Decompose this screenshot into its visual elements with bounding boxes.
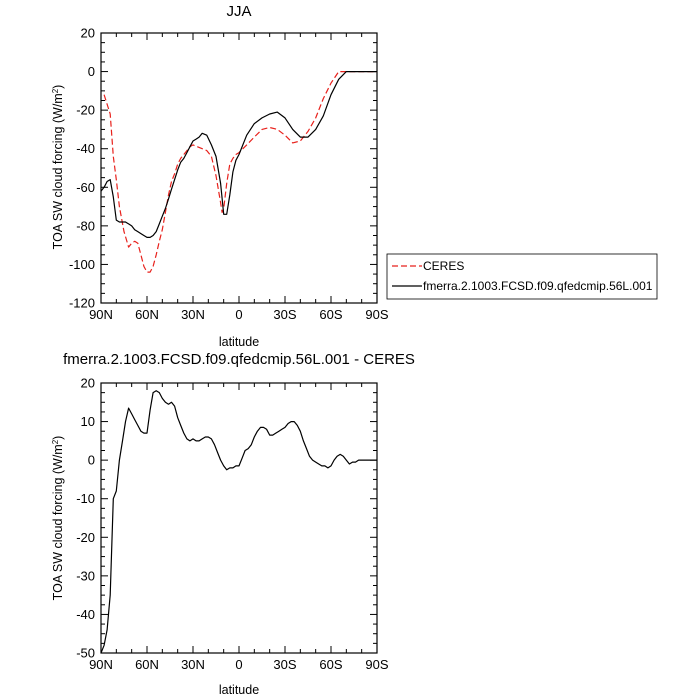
top-y-tick-label: 20 [81, 26, 95, 41]
legend-label-ceres: CERES [423, 259, 464, 273]
bottom-plot-frame [100, 382, 378, 654]
top-y-tick-label: 0 [88, 64, 95, 79]
bottom-chart-panel: fmerra.2.1003.FCSD.f09.qfedcmip.56L.001 … [51, 351, 415, 697]
bottom-series-line-0 [100, 390, 377, 654]
bottom-y-tick-label: -20 [76, 530, 95, 545]
bottom-y-tick-label: -40 [76, 607, 95, 622]
legend-label-model: fmerra.2.1003.FCSD.f09.qfedcmip.56L.001 [423, 279, 653, 293]
chart-legend: CERES fmerra.2.1003.FCSD.f09.qfedcmip.56… [386, 253, 658, 300]
top-plot-frame [100, 32, 378, 304]
bottom-plot-area: 90N 60N 30N 0 30S 60S 90S -50 -40 -30 -20 -10 0 10 20 [76, 376, 389, 673]
top-y-tick-label: -100 [69, 257, 95, 272]
top-x-tick-label: 30S [273, 307, 296, 322]
bottom-x-tick-label: 90N [89, 657, 113, 672]
bottom-y-tick-label: 20 [81, 376, 95, 391]
top-chart-title: JJA [226, 3, 251, 20]
top-chart-panel: JJA 90N 60N 30N 0 30S 60S 90S -120 -100 -80 -60 -40… [51, 3, 389, 349]
bottom-x-tick-label: 30S [273, 657, 296, 672]
bottom-y-tick-label: 10 [81, 414, 95, 429]
top-y-axis-label: TOA SW cloud forcing (W/m2) [51, 85, 66, 250]
bottom-x-tick-label: 60N [135, 657, 159, 672]
top-plot-area: 90N 60N 30N 0 30S 60S 90S -120 -100 -80 -60 -40 -20 0… [69, 26, 389, 323]
top-y-tick-label: -20 [76, 103, 95, 118]
top-series-line-fmerra [100, 70, 377, 238]
top-y-tick-label: -60 [76, 180, 95, 195]
bottom-y-axis-label: TOA SW cloud forcing (W/m2) [51, 436, 66, 601]
bottom-y-tick-label: -50 [76, 646, 95, 661]
top-x-axis-label: latitude [219, 335, 259, 349]
top-y-tick-label: -40 [76, 141, 95, 156]
bottom-y-tick-label: 0 [88, 453, 95, 468]
top-x-tick-label: 90N [89, 307, 113, 322]
top-x-tick-label: 60S [319, 307, 342, 322]
top-x-tick-label: 30N [181, 307, 205, 322]
bottom-x-axis-label: latitude [219, 683, 259, 697]
top-x-tick-label: 60N [135, 307, 159, 322]
top-y-tick-label: -80 [76, 218, 95, 233]
top-x-tick-label: 0 [235, 307, 242, 322]
bottom-x-tick-label: 0 [235, 657, 242, 672]
top-y-tick-label: -120 [69, 296, 95, 311]
top-series-line-ceres [103, 70, 377, 273]
top-x-tick-label: 90S [365, 307, 388, 322]
legend-box [386, 253, 658, 300]
bottom-y-tick-label: -30 [76, 568, 95, 583]
bottom-chart-title: fmerra.2.1003.FCSD.f09.qfedcmip.56L.001 … [63, 351, 415, 368]
bottom-x-tick-label: 60S [319, 657, 342, 672]
bottom-x-tick-label: 30N [181, 657, 205, 672]
bottom-y-tick-label: -10 [76, 491, 95, 506]
bottom-x-tick-label: 90S [365, 657, 388, 672]
